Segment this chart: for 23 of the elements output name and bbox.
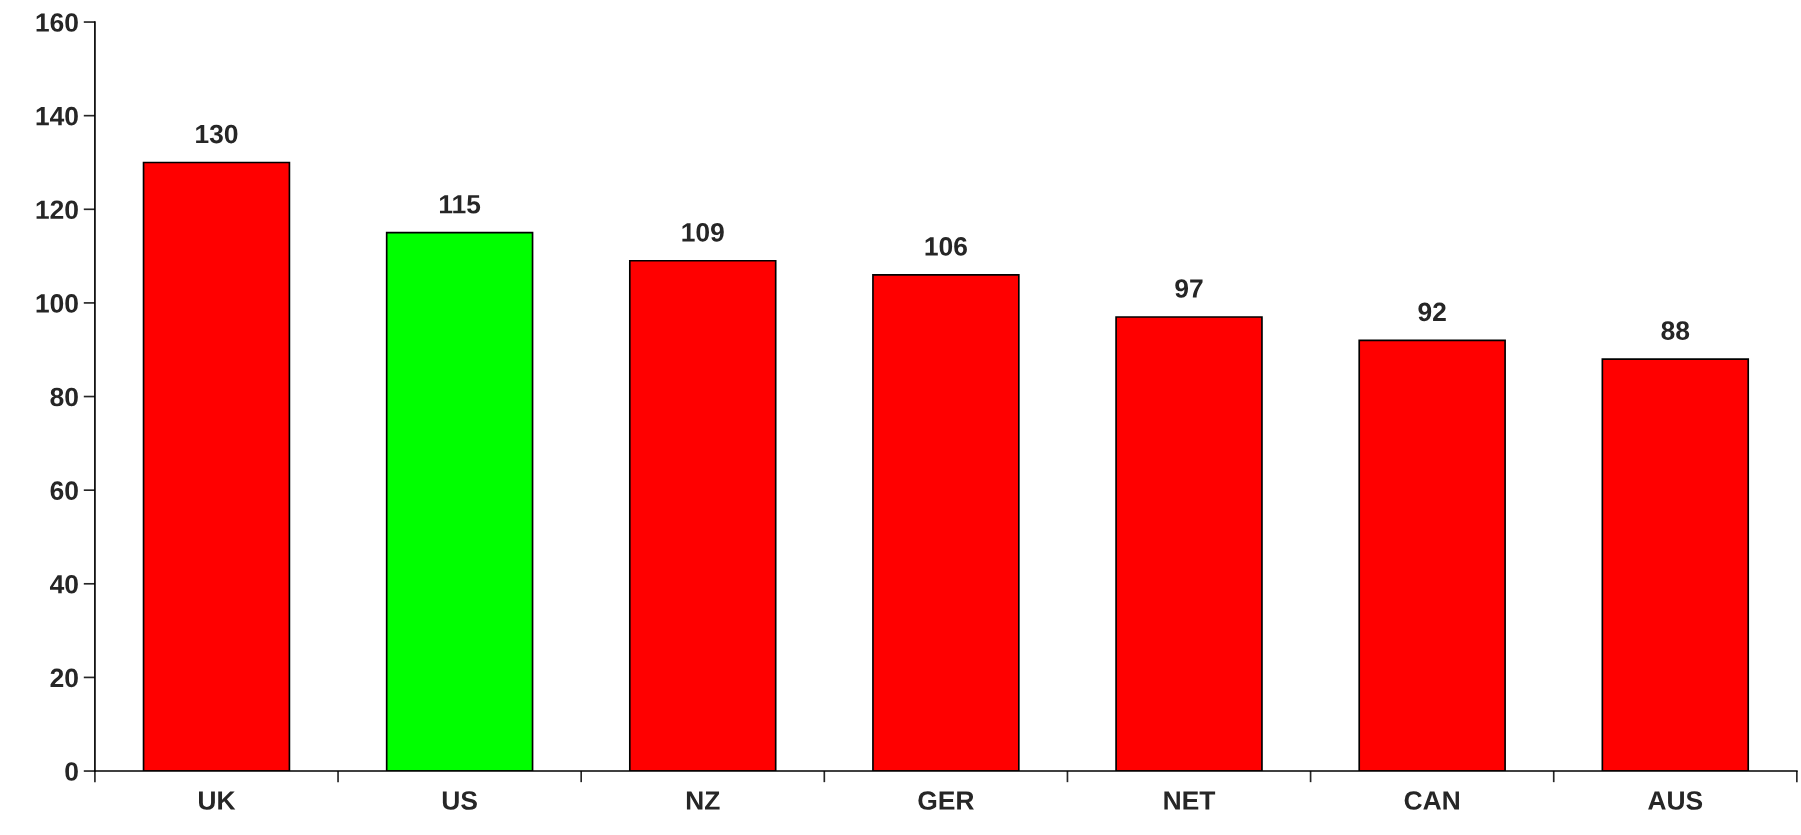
y-tick-label: 100 bbox=[36, 294, 78, 313]
data-label: 115 bbox=[439, 195, 481, 214]
data-label: 97 bbox=[1175, 279, 1203, 298]
data-label: 109 bbox=[682, 222, 724, 242]
y-tick-label: 0 bbox=[65, 762, 78, 781]
x-tick-label: NZ bbox=[686, 791, 720, 810]
x-tick-label: UK bbox=[199, 791, 236, 810]
y-tick-label: 120 bbox=[36, 200, 78, 220]
y-tick-label: 60 bbox=[50, 481, 78, 500]
data-label: 92 bbox=[1418, 302, 1446, 322]
data-label: 88 bbox=[1661, 321, 1690, 340]
x-tick-label: CAN bbox=[1404, 791, 1459, 810]
y-tick-label: 20 bbox=[50, 668, 78, 688]
y-tick-label: 80 bbox=[50, 387, 78, 407]
x-tick-label: GER bbox=[918, 791, 974, 810]
y-tick-label: 140 bbox=[36, 106, 78, 126]
data-label: 130 bbox=[196, 124, 238, 144]
data-label: 106 bbox=[925, 237, 967, 256]
y-tick-label: 160 bbox=[36, 13, 78, 32]
x-tick-label: US bbox=[442, 791, 477, 810]
x-tick-label: NET bbox=[1164, 791, 1216, 810]
y-tick-label: 40 bbox=[49, 574, 78, 594]
x-tick-label: AUS bbox=[1648, 791, 1703, 810]
